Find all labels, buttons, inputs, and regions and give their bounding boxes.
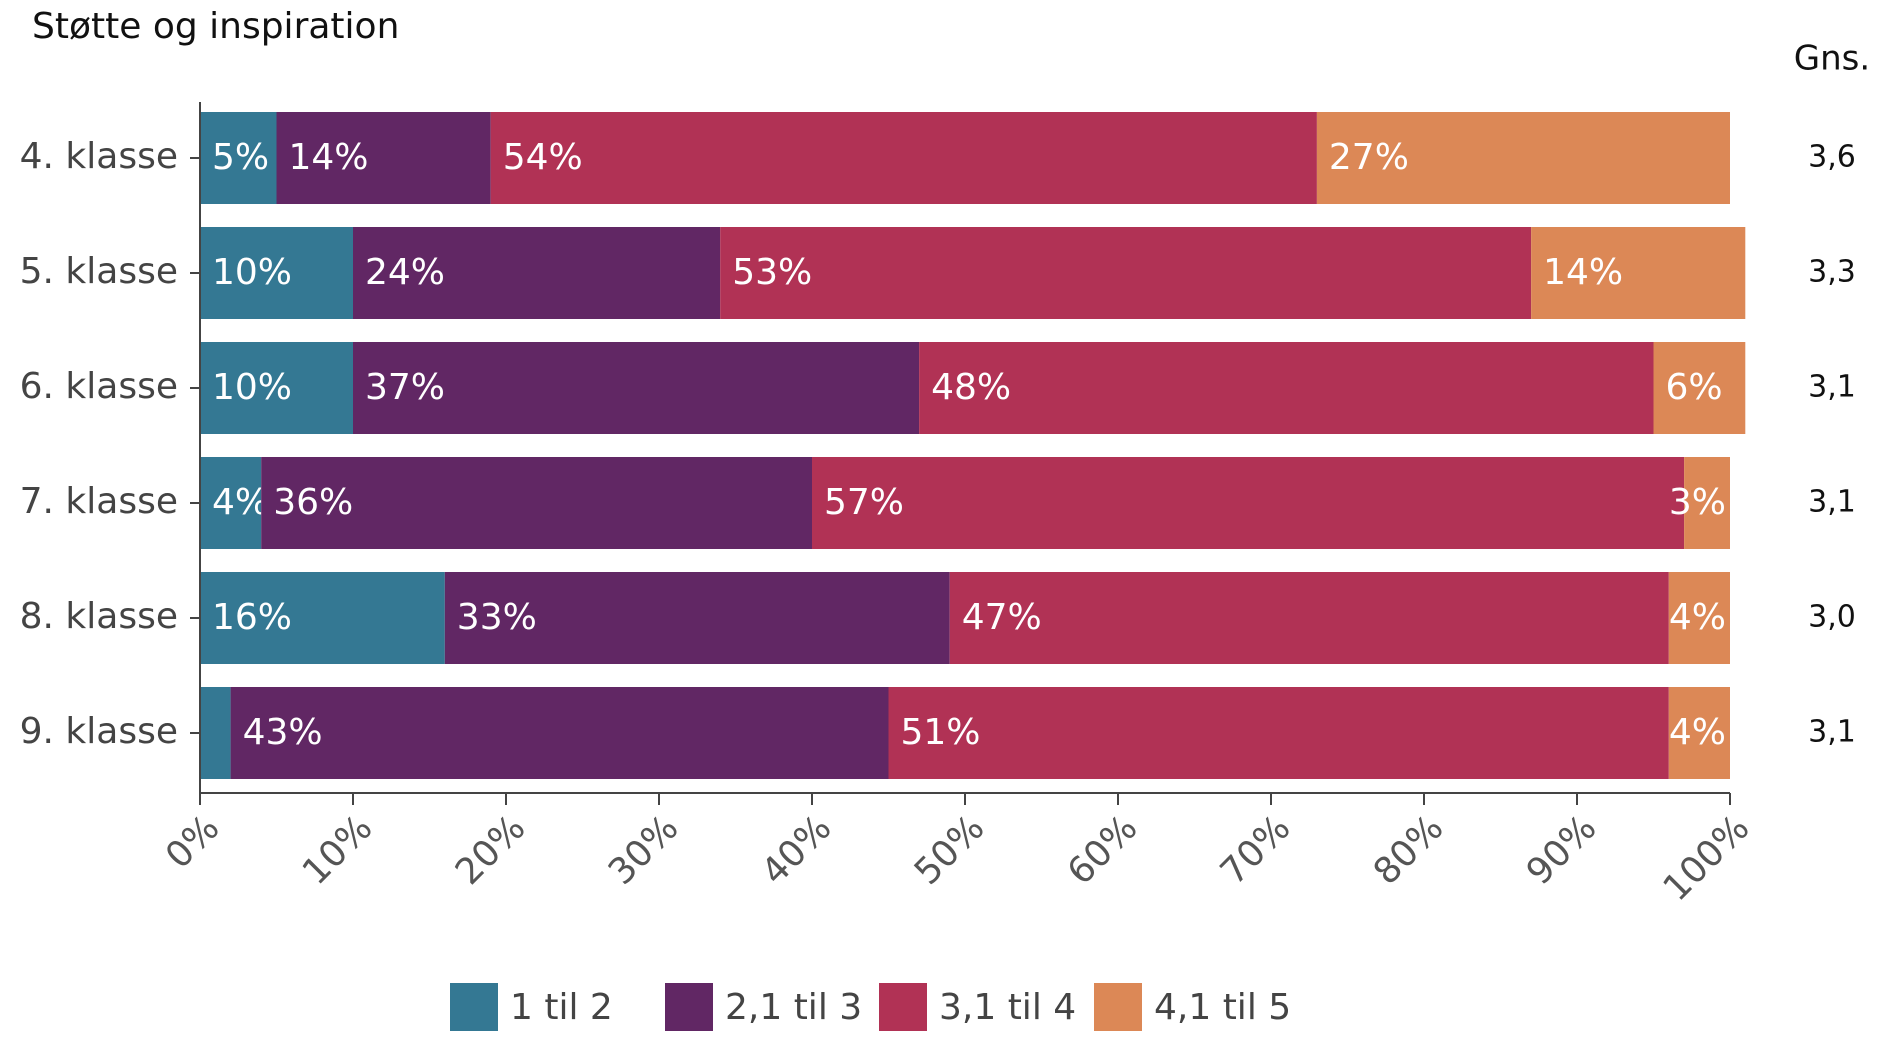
- bar-segment: [812, 457, 1685, 549]
- value-label: 53%: [732, 252, 812, 293]
- mean-label: 3,1: [1808, 715, 1856, 750]
- legend-swatch: [450, 983, 498, 1031]
- legend-swatch: [665, 983, 713, 1031]
- value-label: 33%: [457, 597, 537, 638]
- value-label: 10%: [212, 367, 292, 408]
- bar-segment: [200, 572, 445, 664]
- legend-label: 2,1 til 3: [725, 987, 862, 1028]
- bar-segment: [1316, 112, 1730, 204]
- y-tick-label: 8. klasse: [20, 596, 178, 637]
- x-tick-label: 50%: [907, 807, 993, 893]
- bar-segment: [230, 687, 889, 779]
- x-tick-label: 10%: [295, 807, 381, 893]
- bar-segment: [1668, 572, 1730, 664]
- bar-segment: [353, 342, 920, 434]
- y-tick-label: 7. klasse: [20, 481, 178, 522]
- legend-swatch: [879, 983, 927, 1031]
- legend-label: 3,1 til 4: [939, 987, 1076, 1028]
- mean-label: 3,6: [1808, 140, 1856, 175]
- value-label: 24%: [365, 252, 445, 293]
- value-label: 4%: [212, 482, 269, 523]
- value-label: 16%: [212, 597, 292, 638]
- mean-label: 3,3: [1808, 255, 1856, 290]
- value-label: 51%: [901, 712, 981, 753]
- bar-segment: [888, 687, 1669, 779]
- legend-label: 4,1 til 5: [1154, 987, 1291, 1028]
- value-label: 43%: [243, 712, 323, 753]
- value-label: 5%: [212, 137, 269, 178]
- bar-segment: [1668, 687, 1730, 779]
- bar-segment: [200, 342, 353, 434]
- value-label: 48%: [931, 367, 1011, 408]
- x-tick-label: 60%: [1060, 807, 1146, 893]
- mean-label: 3,1: [1808, 485, 1856, 520]
- mean-header: Gns.: [1794, 39, 1870, 79]
- x-tick-label: 70%: [1213, 807, 1299, 893]
- x-tick-label: 90%: [1519, 807, 1605, 893]
- bar-segment: [200, 227, 353, 319]
- bar-segment: [276, 112, 491, 204]
- value-label: 37%: [365, 367, 445, 408]
- value-label: 14%: [1543, 252, 1623, 293]
- bar-segment: [490, 112, 1317, 204]
- value-label: 14%: [289, 137, 369, 178]
- legend-swatch: [1094, 983, 1142, 1031]
- value-label: 27%: [1329, 137, 1409, 178]
- bar-segment: [200, 457, 262, 549]
- value-label: 36%: [273, 482, 353, 523]
- value-label: 54%: [503, 137, 583, 178]
- legend-label: 1 til 2: [510, 987, 613, 1028]
- mean-label: 3,1: [1808, 370, 1856, 405]
- bar-segment: [1653, 342, 1746, 434]
- bar-segment: [720, 227, 1532, 319]
- value-label: 10%: [212, 252, 292, 293]
- bar-segment: [200, 687, 231, 779]
- bar-segment: [353, 227, 721, 319]
- bar-segment: [261, 457, 812, 549]
- y-tick-label: 6. klasse: [20, 366, 178, 407]
- bar-segment: [919, 342, 1654, 434]
- bar-segment: [949, 572, 1669, 664]
- value-label: 3%: [1669, 482, 1726, 523]
- value-label: 4%: [1669, 712, 1726, 753]
- bar-segment: [200, 112, 277, 204]
- x-tick-label: 80%: [1366, 807, 1452, 893]
- value-label: 4%: [1669, 597, 1726, 638]
- value-label: 57%: [824, 482, 904, 523]
- x-tick-label: 30%: [601, 807, 687, 893]
- chart-title: Støtte og inspiration: [32, 6, 399, 47]
- value-label: 6%: [1666, 367, 1723, 408]
- y-tick-label: 4. klasse: [20, 136, 178, 177]
- x-tick-label: 0%: [158, 807, 227, 876]
- y-tick-label: 5. klasse: [20, 251, 178, 292]
- x-tick-label: 100%: [1656, 807, 1758, 909]
- value-label: 47%: [962, 597, 1042, 638]
- bar-segment: [1684, 457, 1730, 549]
- mean-label: 3,0: [1808, 600, 1856, 635]
- y-tick-label: 9. klasse: [20, 711, 178, 752]
- x-tick-label: 40%: [754, 807, 840, 893]
- x-tick-label: 20%: [448, 807, 534, 893]
- bar-segment: [444, 572, 950, 664]
- bar-segment: [1531, 227, 1746, 319]
